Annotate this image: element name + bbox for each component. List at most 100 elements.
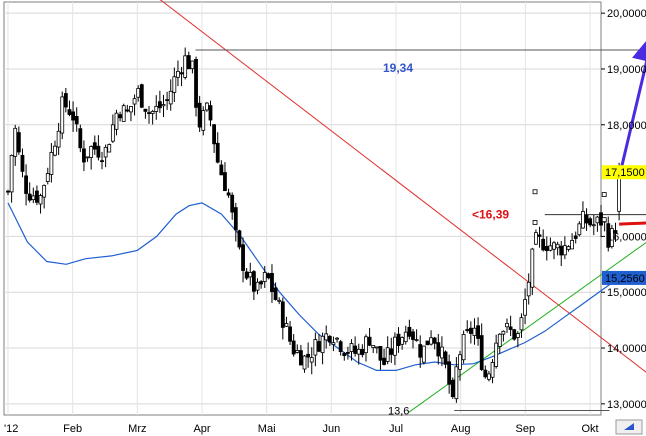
candle-body [389, 348, 394, 355]
resize-icon[interactable] [624, 423, 634, 430]
candle-body [6, 190, 10, 193]
candle-body [588, 218, 593, 226]
candle-body [346, 352, 350, 354]
candle-body [226, 192, 231, 196]
candle-body [280, 301, 285, 328]
candle-body [494, 342, 499, 367]
candle-body [378, 346, 383, 361]
candle-body [288, 326, 292, 342]
candle-body [562, 245, 567, 256]
x-tick-label: Jul [389, 423, 403, 435]
candle-body [125, 109, 130, 112]
candle-body [71, 111, 75, 121]
candle-body [248, 272, 253, 278]
candle-body [461, 333, 466, 361]
candle-body [78, 128, 83, 149]
candle-body [483, 369, 488, 378]
candle-body [476, 325, 480, 339]
candle-body [566, 246, 571, 250]
candle-body [244, 271, 249, 279]
candle-body [335, 337, 339, 340]
candle-body [35, 190, 39, 203]
candle-body [38, 195, 43, 205]
candle-body [150, 111, 155, 114]
candle-body [27, 193, 32, 201]
candle-body [544, 245, 549, 251]
candle-body [197, 102, 202, 128]
pattern-marker [601, 192, 607, 197]
candle-body [186, 55, 191, 70]
candle-body [208, 105, 213, 121]
candle-body [85, 156, 90, 159]
candle-body [309, 357, 314, 363]
candle-body [606, 223, 611, 248]
candle-body [204, 102, 209, 111]
candle-body [429, 337, 433, 345]
candle-body [82, 148, 86, 163]
candle-body [233, 207, 238, 231]
candle-body [411, 331, 415, 340]
x-tick-label: Mai [258, 423, 276, 435]
candle-body [132, 98, 137, 105]
candle-body [393, 336, 397, 356]
candle-body [573, 235, 578, 239]
candle-body [53, 145, 57, 156]
pattern-marker [601, 217, 607, 223]
candle-body [31, 195, 36, 201]
candle-body [251, 271, 256, 292]
candle-body [74, 116, 79, 125]
candle-body [400, 337, 405, 345]
candle-body [129, 106, 133, 113]
candle-body [107, 144, 112, 153]
x-tick-label: Sep [516, 423, 536, 435]
y-tick-label: 14,0000 [607, 343, 646, 355]
candle-body [385, 347, 390, 362]
candle-body [219, 164, 224, 176]
y-tick-label: 18,0000 [607, 120, 646, 132]
candle-body [447, 361, 452, 385]
candle-body [139, 84, 144, 108]
candle-body [60, 96, 65, 134]
candle-body [613, 230, 618, 234]
candle-body [298, 350, 303, 366]
candle-body [421, 345, 426, 363]
candle-body [212, 124, 217, 145]
candle-body [349, 343, 354, 352]
candle-body [201, 110, 206, 131]
candle-body [16, 132, 21, 153]
candle-body [501, 330, 506, 335]
x-tick-label: Aug [451, 423, 471, 435]
candle-body [458, 354, 462, 370]
candle-body [190, 60, 195, 70]
candle-body [306, 353, 311, 358]
candle-body [577, 223, 582, 236]
candle-body [161, 104, 166, 107]
candle-body [523, 299, 527, 316]
candle-body [313, 339, 318, 356]
candle-body [570, 240, 574, 250]
candle-body [414, 339, 419, 342]
x-tick-label: Mrz [128, 423, 146, 435]
candle-body [530, 248, 535, 288]
candle-body [194, 59, 198, 108]
y-tick-label: 13,0000 [607, 399, 646, 411]
candle-body [584, 214, 589, 224]
candle-body [371, 345, 376, 348]
candle-body [338, 341, 343, 352]
last-price-box [602, 165, 646, 180]
candle-body [63, 93, 68, 108]
candle-body [425, 340, 430, 346]
candle-body [13, 127, 18, 157]
candle-body [92, 142, 97, 150]
candle-body [114, 112, 119, 130]
candle-body [342, 352, 347, 357]
candle-body [552, 242, 556, 250]
candle-body [20, 154, 25, 172]
candle-body [49, 151, 54, 175]
candle-body [157, 101, 162, 109]
candle-body [147, 112, 151, 114]
candle-body [67, 109, 72, 115]
candle-body [136, 88, 141, 98]
candle-body [591, 224, 596, 227]
candle-body [407, 326, 412, 337]
